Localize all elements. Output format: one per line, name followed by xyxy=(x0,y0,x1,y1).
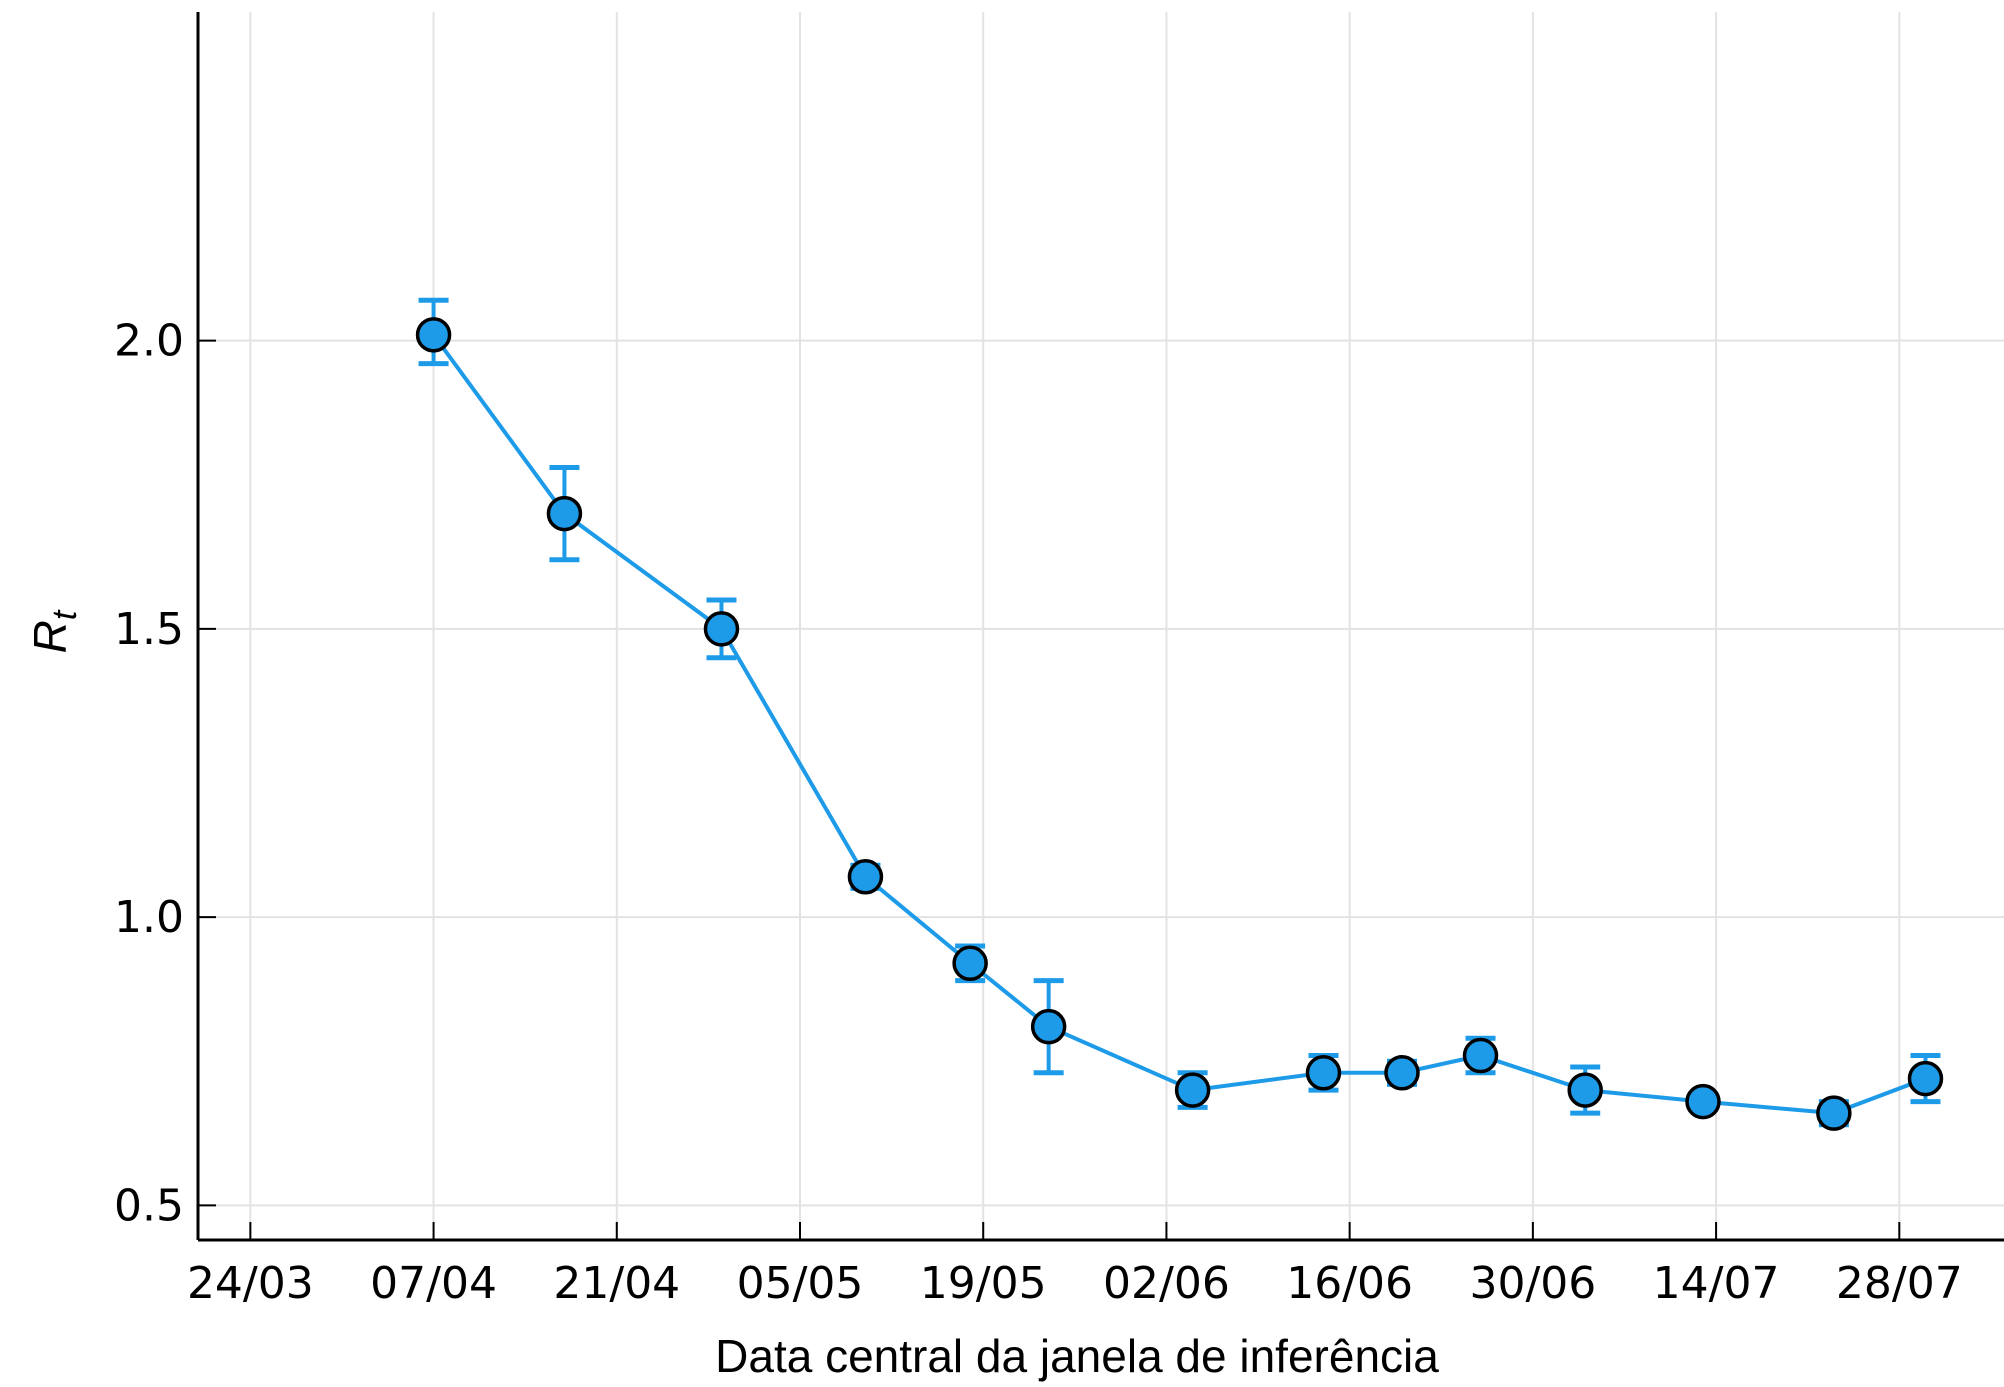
y-axis-title-main: R xyxy=(24,620,76,653)
data-point xyxy=(1030,1008,1067,1045)
grid-lines xyxy=(198,12,2004,1240)
data-point xyxy=(847,859,884,895)
axes xyxy=(196,12,2004,1242)
x-axis-title: Data central da janela de inferência xyxy=(715,1330,1439,1382)
data-point xyxy=(546,495,583,532)
y-axis-title: Rt xyxy=(24,609,84,653)
x-tick-label: 19/05 xyxy=(920,1258,1047,1309)
x-tick-label: 24/03 xyxy=(187,1258,314,1309)
series-layer xyxy=(415,297,1944,1131)
data-point xyxy=(1174,1072,1211,1108)
tick-labels: 24/03 07/04 21/04 05/05 19/05 02/06 16/06 30/06… xyxy=(114,316,1963,1309)
data-point xyxy=(1907,1060,1944,1097)
data-point xyxy=(1567,1072,1603,1108)
x-tick-label: 21/04 xyxy=(553,1258,680,1309)
x-tick-label: 28/07 xyxy=(1836,1258,1963,1309)
data-point xyxy=(1305,1055,1342,1091)
data-point xyxy=(415,317,452,353)
x-tick-label: 14/07 xyxy=(1653,1258,1780,1309)
y-tick-label: 1.0 xyxy=(114,892,184,943)
data-point xyxy=(1384,1055,1420,1091)
data-point xyxy=(1816,1095,1852,1131)
data-point xyxy=(1462,1037,1499,1074)
y-tick-label: 1.5 xyxy=(114,604,184,655)
x-tick-label: 16/06 xyxy=(1286,1258,1413,1309)
data-point xyxy=(952,945,988,982)
y-axis-title-subscript: t xyxy=(46,609,84,620)
x-tick-label: 07/04 xyxy=(370,1258,497,1309)
y-tick-label: 2.0 xyxy=(114,316,184,367)
y-tick-label: 0.5 xyxy=(114,1180,184,1231)
x-tick-label: 02/06 xyxy=(1103,1258,1230,1309)
data-point xyxy=(703,611,740,647)
x-tick-label: 05/05 xyxy=(737,1258,864,1309)
data-point xyxy=(1685,1083,1721,1120)
x-tick-label: 30/06 xyxy=(1469,1258,1596,1309)
series-line xyxy=(431,333,1927,1116)
